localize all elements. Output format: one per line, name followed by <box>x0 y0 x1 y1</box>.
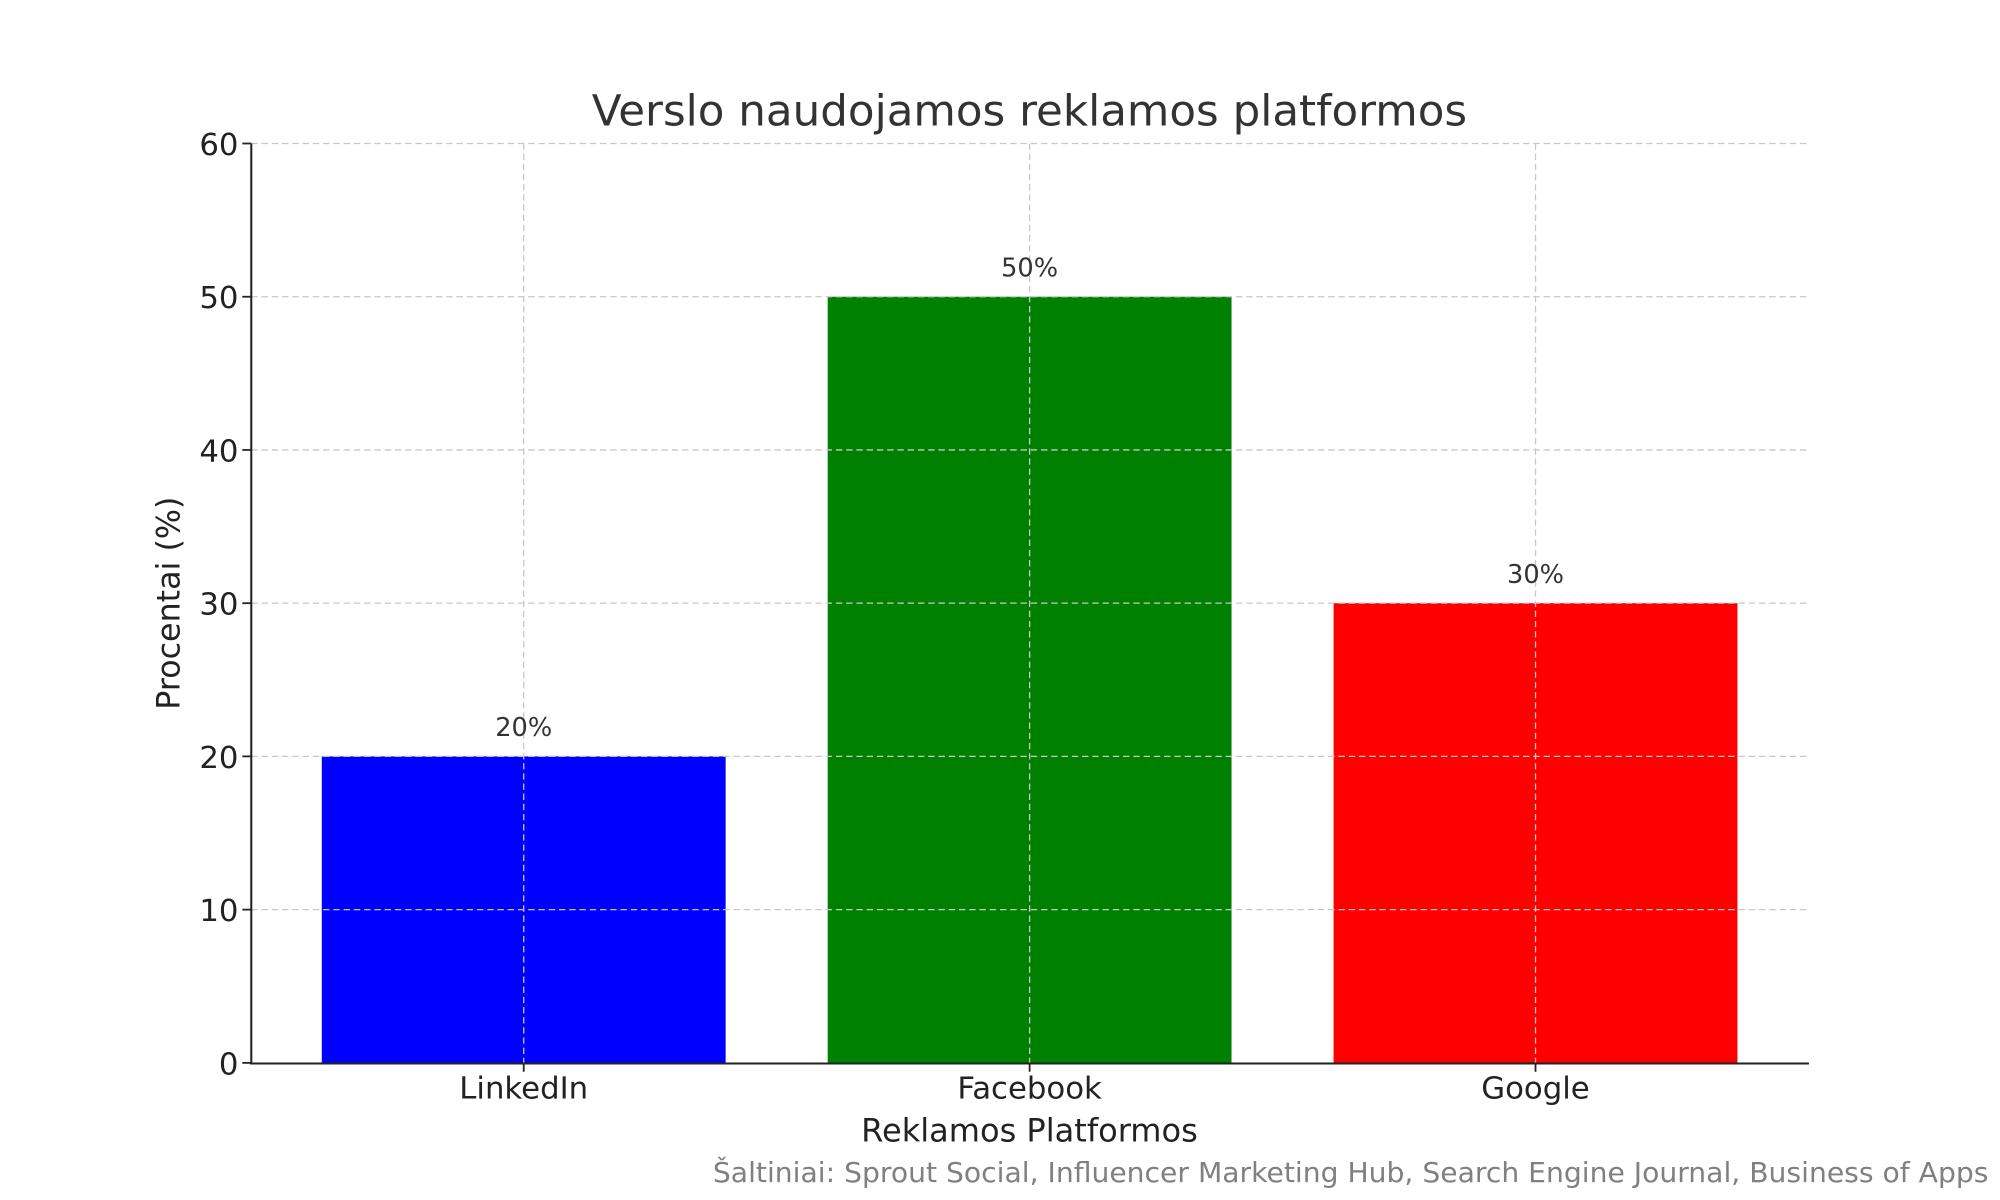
data-label: 20% <box>495 713 552 743</box>
y-axis-label: Procentai (%) <box>149 497 187 710</box>
bar-facebook <box>827 296 1232 1063</box>
x-tick-label: Google <box>1481 1072 1589 1107</box>
ticks: 0 10 20 30 40 50 60 LinkedIn 20% Facebook 50% Googl… <box>199 128 1589 1106</box>
y-tick-label: 20 <box>199 741 238 776</box>
x-tick-label: LinkedIn <box>459 1072 588 1107</box>
y-tick-label: 0 <box>219 1047 239 1082</box>
y-tick-label: 30 <box>199 588 238 623</box>
chart-title: Verslo naudojamos reklamos platformos <box>592 87 1467 137</box>
grid <box>251 142 1809 1063</box>
x-axis-label: Reklamos Platformos <box>861 1112 1198 1150</box>
x-tick-label: Facebook <box>957 1072 1102 1107</box>
data-label: 30% <box>1507 560 1564 590</box>
data-label: 50% <box>1001 254 1058 284</box>
source-note: Šaltiniai: Sprout Social, Influencer Mar… <box>713 1155 1989 1189</box>
y-tick-label: 60 <box>199 128 238 163</box>
bar-google <box>1333 603 1738 1063</box>
y-tick-label: 50 <box>199 281 238 316</box>
y-tick-label: 10 <box>199 894 238 929</box>
y-tick-label: 40 <box>199 435 238 470</box>
bars <box>321 296 1738 1063</box>
